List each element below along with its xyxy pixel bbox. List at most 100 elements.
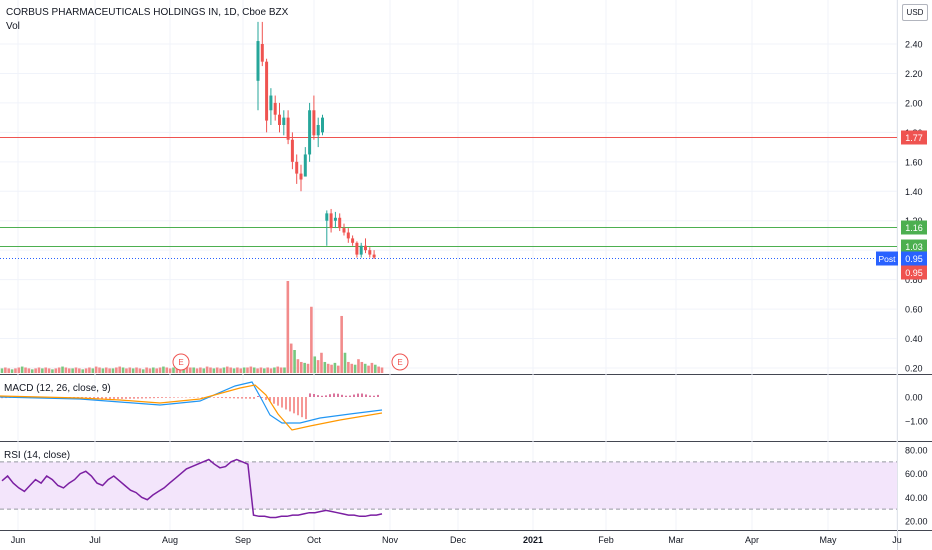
volume-bar [4, 367, 7, 373]
macd-series [0, 381, 383, 431]
candle-body [303, 154, 307, 177]
candle-body [286, 117, 290, 140]
volume-bar [370, 362, 374, 373]
last-price-tag [901, 265, 927, 280]
candle-body [368, 250, 372, 255]
chart-grid [0, 0, 898, 530]
volume-bar [249, 366, 253, 373]
price-axis[interactable]: 2.402.202.001.801.601.401.201.000.800.60… [905, 40, 928, 527]
volume-bar [373, 364, 377, 373]
volume-bar [299, 361, 303, 373]
volume-bar [104, 367, 108, 373]
volume-bar [185, 366, 189, 373]
volume-bar [135, 367, 138, 373]
volume-bar [78, 368, 81, 373]
volume-bar [57, 367, 61, 373]
volume-bar [380, 367, 384, 373]
volume-bar [229, 367, 232, 373]
candle-body [351, 238, 355, 243]
volume-bar [158, 367, 162, 373]
candle-body [265, 61, 269, 121]
volume-bar [360, 361, 364, 373]
volume-bar [283, 367, 286, 373]
volume-bar [289, 343, 293, 373]
volume-bar [61, 366, 64, 373]
macd-tick-label: −1.00 [905, 417, 928, 427]
volume-bar [74, 367, 78, 373]
volume-bar [195, 368, 199, 373]
symbol-title[interactable]: CORBUS PHARMACEUTICALS HOLDINGS IN, 1D, … [6, 7, 289, 18]
volume-bar [118, 366, 121, 373]
volume-bar [152, 367, 155, 373]
volume-bar [330, 364, 333, 373]
rsi-legend[interactable]: RSI (14, close) [4, 450, 71, 461]
volume-bar [212, 368, 216, 373]
candle-body [299, 173, 303, 180]
volume-bar [94, 366, 98, 373]
candle-body [278, 114, 281, 125]
volume-bar [172, 367, 175, 373]
earnings-marker-label: E [397, 358, 402, 367]
price-levels[interactable] [0, 137, 897, 259]
volume-bar [51, 369, 54, 373]
volume-bar [37, 367, 41, 373]
rsi-band [0, 461, 897, 510]
price-tick-label: 2.00 [905, 98, 923, 108]
volume-bar [182, 368, 185, 373]
volume-bar [138, 368, 142, 373]
volume-bar [336, 365, 340, 373]
volume-bar [310, 306, 313, 373]
volume-bar [0, 368, 4, 373]
currency-button[interactable]: USD [902, 4, 928, 21]
volume-bar [20, 366, 24, 373]
volume-bar [273, 367, 276, 373]
volume-bar [41, 368, 44, 373]
volume-bar [353, 364, 357, 373]
volume-bar [155, 368, 158, 373]
volume-bar [84, 368, 88, 373]
candle-body [359, 245, 363, 255]
volume-bar [27, 368, 31, 373]
volume-bar [141, 369, 145, 373]
price-level-tag [901, 130, 927, 145]
volume-bar [286, 281, 290, 373]
volume-bar [296, 359, 300, 373]
time-tick-label: Ju [892, 535, 902, 545]
candle-body [325, 213, 329, 221]
candle-body [346, 232, 350, 239]
volume-bar [54, 368, 58, 373]
candle-body [260, 44, 264, 62]
volume-bar [259, 367, 263, 373]
rsi-line [1, 458, 383, 519]
volume-bar [111, 368, 115, 373]
macd-tick-label: 0.00 [905, 393, 923, 403]
volume-bar [367, 365, 370, 373]
candle-body [312, 110, 316, 136]
volume-bar [219, 368, 222, 373]
volume-bar [162, 366, 165, 373]
macd-legend[interactable]: MACD (12, 26, close, 9) [4, 383, 111, 394]
volume-bar [316, 360, 320, 373]
price-tick-label: 1.40 [905, 187, 923, 197]
volume-bar [44, 367, 48, 373]
volume-bar [323, 361, 327, 373]
post-tag [876, 251, 898, 266]
rsi-tick-label: 80.00 [905, 446, 928, 456]
volume-bar [131, 368, 135, 373]
volume-bar [357, 359, 360, 373]
rsi-tick-label: 20.00 [905, 517, 928, 527]
time-tick-label: Aug [162, 535, 178, 545]
rsi-tick-label: 40.00 [905, 493, 928, 503]
time-tick-label: Dec [450, 535, 467, 545]
volume-bar [101, 368, 105, 373]
volume-bar [91, 368, 95, 373]
time-tick-label: Nov [382, 535, 399, 545]
price-tick-label: 2.20 [905, 69, 923, 79]
post-tag-text: Post [878, 254, 896, 264]
volume-bar [125, 368, 128, 373]
time-axis[interactable]: Jun Jul Aug Sep Oct Nov Dec 2021 Feb Mar Apr May Ju [11, 535, 902, 545]
candle-body [316, 125, 320, 136]
volume-legend[interactable]: Vol [6, 21, 20, 32]
